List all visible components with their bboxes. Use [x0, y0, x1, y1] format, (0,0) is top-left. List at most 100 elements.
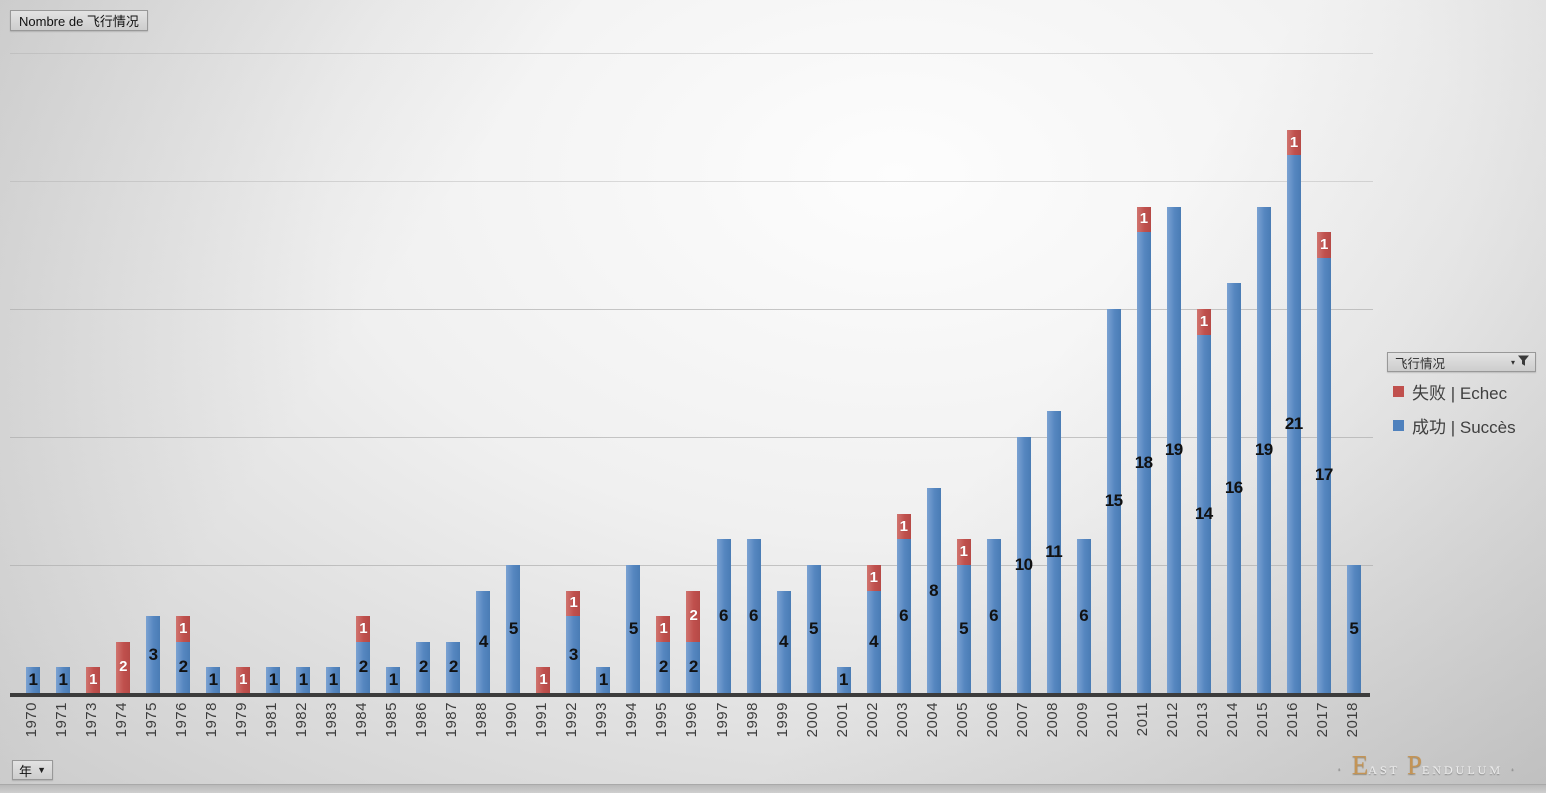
success-count-label-1999: 4 [779, 631, 788, 651]
bar-success-1996 [686, 641, 701, 693]
watermark-dot: · [1336, 762, 1345, 778]
x-axis-label-2004: 2004 [923, 702, 941, 738]
bottom-bevel-strip [0, 784, 1546, 793]
bar-success-2001 [836, 667, 851, 693]
values-field-button[interactable]: Nombre de 飞行情况 [10, 10, 148, 31]
values-field-label: Nombre de 飞行情况 [19, 14, 139, 29]
bar-success-2007 [1016, 437, 1031, 693]
x-axis-label-1990: 1990 [503, 702, 521, 738]
bar-success-2002 [866, 590, 881, 693]
bar-fail-1991 [536, 667, 551, 693]
success-count-label-2012: 19 [1164, 439, 1183, 459]
gridline-5 [10, 565, 1373, 566]
success-count-label-2000: 5 [809, 619, 818, 638]
bar-success-2011 [1136, 232, 1151, 693]
bar-success-1970 [26, 667, 40, 693]
success-count-label-2011: 18 [1134, 452, 1153, 472]
echec-swatch-icon [1393, 386, 1404, 397]
bar-success-2004 [926, 488, 941, 693]
fail-count-label-1976: 1 [179, 620, 188, 637]
success-count-label-2003: 6 [899, 606, 909, 626]
x-axis-label-2017: 2017 [1313, 702, 1331, 738]
filter-funnel-icon[interactable] [1517, 354, 1530, 370]
success-count-label-1983: 1 [328, 670, 338, 690]
x-axis-label-2005: 2005 [953, 702, 971, 738]
year-field-label: 年 [19, 763, 33, 779]
bar-success-2006 [986, 539, 1001, 693]
x-axis-label-2010: 2010 [1103, 702, 1121, 738]
fail-count-label-2003: 1 [899, 517, 908, 535]
success-count-label-1987: 2 [448, 657, 458, 677]
legend-item-label: 失败 | Echec [1412, 384, 1508, 403]
gridline-20 [10, 181, 1373, 182]
legend-item-echec: 失败 | Echec [1393, 379, 1543, 404]
x-axis-label-1999: 1999 [773, 702, 791, 738]
x-axis-label-1991: 1991 [533, 702, 551, 738]
fail-count-label-2011: 1 [1139, 210, 1148, 228]
x-axis-label-1995: 1995 [653, 702, 671, 738]
bar-fail-2003 [896, 513, 911, 540]
bar-fail-1996 [686, 590, 701, 642]
bar-success-2013 [1196, 334, 1211, 693]
gridline-10 [10, 437, 1373, 438]
bar-success-1993 [596, 667, 611, 693]
x-axis-label-1970: 1970 [23, 702, 40, 738]
x-axis-label-1983: 1983 [323, 702, 341, 738]
bar-fail-2016 [1286, 129, 1301, 156]
success-count-label-2018: 5 [1349, 619, 1359, 638]
x-axis-label-2008: 2008 [1043, 702, 1061, 738]
bar-fail-2005 [956, 539, 971, 565]
x-axis-label-1994: 1994 [623, 702, 641, 738]
success-count-label-2006: 6 [989, 606, 999, 626]
bar-success-2015 [1256, 206, 1271, 693]
fail-count-label-2017: 1 [1319, 236, 1328, 253]
success-count-label-1997: 6 [719, 606, 728, 626]
fail-count-label-1992: 1 [569, 594, 578, 612]
bar-success-1983 [326, 667, 341, 693]
x-axis-label-2003: 2003 [893, 702, 911, 738]
success-count-label-2010: 15 [1104, 491, 1123, 510]
bar-success-2009 [1076, 539, 1091, 693]
year-axis-field-button[interactable]: 年 ▼ [12, 760, 53, 780]
bar-success-1975 [146, 616, 161, 693]
x-axis-label-1992: 1992 [563, 702, 581, 738]
bar-success-2017 [1316, 257, 1331, 693]
bar-fail-1974 [116, 641, 131, 693]
bar-success-1984 [356, 641, 371, 693]
x-axis-label-2016: 2016 [1283, 702, 1301, 738]
legend-field-label: 飞行情况 [1395, 356, 1446, 371]
fail-count-label-1996: 2 [689, 607, 698, 625]
bar-success-1982 [296, 667, 311, 693]
bar-fail-1995 [656, 616, 671, 642]
x-axis-label-1974: 1974 [113, 702, 131, 738]
bar-success-1971 [56, 667, 70, 693]
bar-success-2005 [956, 565, 971, 693]
bar-success-2012 [1166, 206, 1181, 693]
success-count-label-1996: 2 [688, 657, 698, 677]
x-axis-label-1978: 1978 [203, 702, 221, 738]
fail-count-label-1979: 1 [239, 671, 248, 689]
legend-field-button[interactable]: 飞行情况 ▾ [1387, 352, 1536, 372]
bar-success-1985 [386, 667, 401, 693]
success-count-label-1990: 5 [508, 619, 518, 638]
bar-success-1978 [206, 667, 221, 693]
bar-fail-2002 [866, 565, 881, 591]
dropdown-arrow-icon: ▼ [37, 765, 46, 775]
x-axis-line [10, 693, 1370, 697]
success-count-label-1976: 2 [178, 657, 188, 677]
success-count-label-2001: 1 [839, 670, 848, 690]
success-count-label-2004: 8 [929, 580, 939, 600]
x-axis-label-1975: 1975 [143, 702, 161, 738]
success-count-label-1984: 2 [358, 657, 368, 677]
bar-fail-2011 [1136, 206, 1151, 233]
x-axis-label-2013: 2013 [1193, 702, 1211, 738]
bar-success-1981 [266, 667, 281, 693]
x-axis-label-2012: 2012 [1163, 702, 1181, 738]
bar-fail-1979 [236, 667, 251, 693]
legend: 失败 | Echec 成功 | Succès [1393, 379, 1543, 438]
fail-count-label-2016: 1 [1289, 133, 1298, 151]
